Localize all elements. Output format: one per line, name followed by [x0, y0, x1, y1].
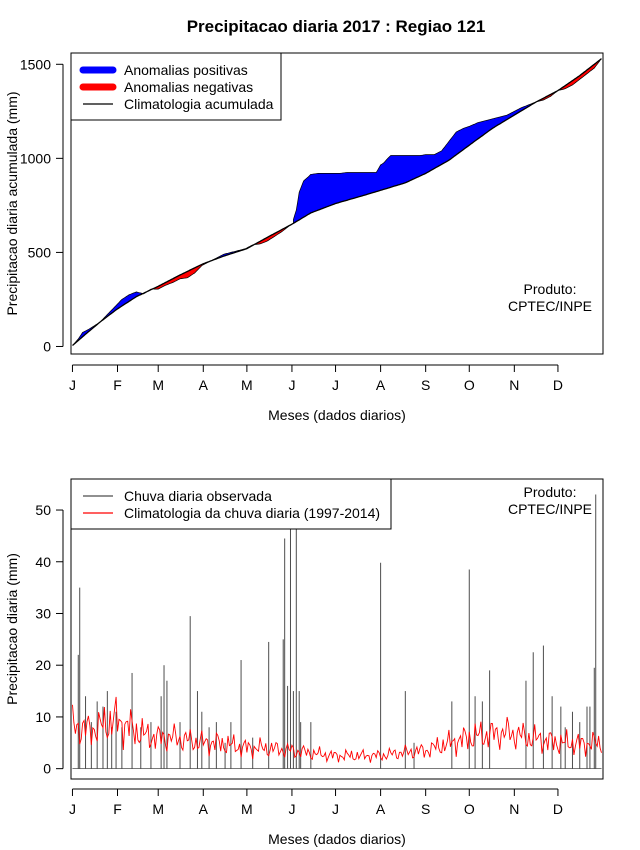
annotation-text: Produto:	[524, 484, 577, 500]
y-axis-label: Precipitacao diaria (mm)	[4, 553, 20, 705]
x-tick-label: J	[288, 377, 295, 393]
x-tick-label: J	[288, 801, 295, 817]
y-tick-label: 20	[35, 657, 51, 673]
x-tick-label: J	[332, 377, 339, 393]
negative-anomaly-area	[153, 261, 210, 290]
x-tick-label: J	[69, 801, 76, 817]
x-tick-label: A	[199, 377, 209, 393]
x-tick-label: A	[376, 377, 386, 393]
x-tick-label: N	[509, 801, 519, 817]
x-tick-label: S	[421, 377, 430, 393]
cumulative-precip-chart: J F M A M J J A S O N D 0 500 1000 1500 Meses (dados dia…	[4, 52, 604, 423]
x-tick-label: M	[241, 377, 253, 393]
x-tick-label: M	[152, 801, 164, 817]
x-tick-label: A	[199, 801, 209, 817]
x-tick-label: F	[113, 801, 122, 817]
y-tick-label: 10	[35, 709, 51, 725]
legend-label: Anomalias negativas	[124, 79, 253, 95]
x-tick-label: O	[464, 801, 475, 817]
y-axis-label: Precipitacao diaria acumulada (mm)	[4, 91, 20, 315]
plot-frame	[70, 52, 604, 355]
annotation-text: CPTEC/INPE	[508, 501, 592, 517]
legend-label: Anomalias positivas	[124, 62, 248, 78]
x-tick-label: D	[553, 377, 563, 393]
y-tick-label: 500	[28, 244, 52, 260]
legend-label: Climatologia acumulada	[124, 96, 274, 112]
y-tick-label: 0	[43, 761, 51, 777]
x-axis-label: Meses (dados diarios)	[268, 407, 406, 423]
y-tick-label: 1000	[20, 150, 51, 166]
annotation-text: Produto:	[524, 281, 577, 297]
y-tick-label: 1500	[20, 56, 51, 72]
x-tick-label: M	[241, 801, 253, 817]
x-axis-label: Meses (dados diarios)	[268, 831, 406, 847]
legend-label: Chuva diaria observada	[124, 488, 272, 504]
y-tick-label: 40	[35, 554, 51, 570]
x-tick-label: O	[464, 377, 475, 393]
y-tick-label: 30	[35, 605, 51, 621]
x-tick-label: S	[421, 801, 430, 817]
climatology-cumulative-line	[72, 58, 602, 346]
x-tick-label: J	[69, 377, 76, 393]
y-tick-label: 0	[43, 338, 51, 354]
x-tick-label: D	[553, 801, 563, 817]
climatology-daily-line	[72, 696, 602, 764]
annotation-text: CPTEC/INPE	[508, 298, 592, 314]
legend-box	[70, 478, 392, 530]
daily-precip-chart: J F M A M J J A S O N D 0 10 20 30 40 50 Meses (dados diar…	[4, 478, 604, 847]
x-tick-label: J	[332, 801, 339, 817]
legend-label: Climatologia da chuva diaria (1997-2014)	[124, 505, 380, 521]
x-tick-label: M	[152, 377, 164, 393]
x-tick-label: F	[113, 377, 122, 393]
figure-title: Precipitacao diaria 2017 : Regiao 121	[187, 17, 486, 36]
y-tick-label: 50	[35, 502, 51, 518]
x-tick-label: A	[376, 801, 386, 817]
x-tick-label: N	[509, 377, 519, 393]
